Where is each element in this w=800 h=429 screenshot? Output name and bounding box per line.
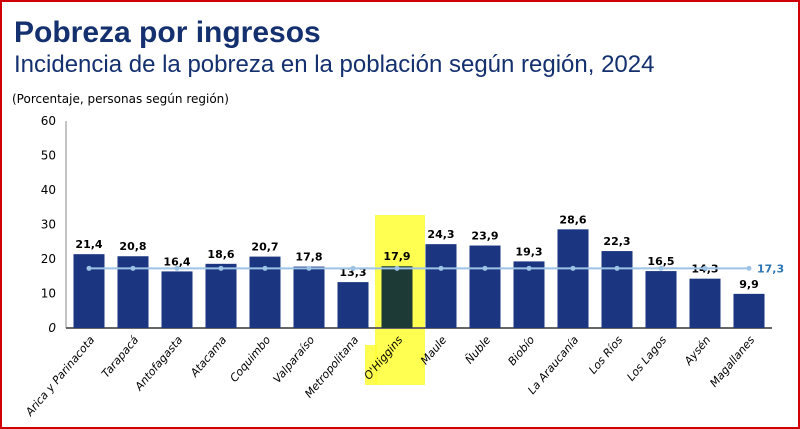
average-point <box>702 265 708 271</box>
category-label: Coquimbo <box>227 333 273 384</box>
bar-Maule <box>425 244 457 328</box>
y-tick-label: 20 <box>41 252 56 266</box>
category-label: Atacama <box>187 333 229 380</box>
page-subtitle: Incidencia de la pobreza en la población… <box>14 51 655 78</box>
average-point <box>614 265 620 271</box>
average-point <box>262 265 268 271</box>
bar-Arica y Parinacota <box>73 254 105 328</box>
average-point <box>482 265 488 271</box>
category-label: Los Lagos <box>624 333 669 383</box>
average-point <box>746 265 752 271</box>
average-point <box>86 265 92 271</box>
bar-Atacama <box>205 263 237 328</box>
average-point <box>174 265 180 271</box>
page-title: Pobreza por ingresos <box>14 16 321 49</box>
category-label: Ñuble <box>463 333 494 366</box>
highlight-box-label <box>365 345 377 385</box>
y-tick-label: 60 <box>41 114 56 128</box>
y-tick-label: 40 <box>41 183 56 197</box>
data-label: 18,6 <box>207 248 234 261</box>
data-label: 16,5 <box>647 255 674 268</box>
average-point <box>658 265 664 271</box>
y-tick-label: 30 <box>41 218 56 232</box>
bar-Los Ríos <box>601 251 633 328</box>
average-point <box>130 265 136 271</box>
bar-Antofagasta <box>161 271 193 328</box>
data-label: 20,8 <box>119 240 146 253</box>
bar-Los Lagos <box>645 271 677 328</box>
bar-O'Higgins <box>381 266 413 328</box>
bar-Magallanes <box>733 293 765 328</box>
average-point <box>526 265 532 271</box>
category-label: Los Ríos <box>586 333 625 376</box>
data-label: 13,3 <box>339 266 366 279</box>
category-label: Tarapacá <box>99 333 141 380</box>
unit-note: (Porcentaje, personas según región) <box>12 92 229 106</box>
category-label: Valparaíso <box>271 333 318 385</box>
average-point <box>438 265 444 271</box>
category-label: Biobío <box>505 333 537 368</box>
data-label: 28,6 <box>559 213 586 226</box>
data-label: 24,3 <box>427 228 454 241</box>
average-point <box>306 265 312 271</box>
average-point <box>218 265 224 271</box>
bar-Metropolitana <box>337 282 369 328</box>
y-tick-label: 50 <box>41 149 56 163</box>
category-label: Magallanes <box>707 333 757 389</box>
bar-Biobío <box>513 261 545 328</box>
y-tick-label: 10 <box>41 287 56 301</box>
data-label: 17,9 <box>383 250 410 263</box>
data-label: 23,9 <box>471 230 498 243</box>
data-label: 16,4 <box>163 255 190 268</box>
data-label: 21,4 <box>75 238 102 251</box>
bar-Valparaíso <box>293 266 325 328</box>
data-label: 22,3 <box>603 235 630 248</box>
y-tick-label: 0 <box>48 321 56 335</box>
bar-Ñuble <box>469 245 501 328</box>
average-point <box>394 265 400 271</box>
data-label: 17,8 <box>295 251 322 264</box>
data-label: 19,3 <box>515 245 542 258</box>
bar-Aysén <box>689 278 721 328</box>
average-label: 17,3 <box>757 262 784 275</box>
data-label: 9,9 <box>739 278 759 291</box>
bar-La Araucanía <box>557 229 589 328</box>
data-label: 20,7 <box>251 241 278 254</box>
category-label: Arica y Parinacota <box>22 333 97 419</box>
average-point <box>570 265 576 271</box>
category-label: Aysén <box>681 334 713 369</box>
average-point <box>350 265 356 271</box>
